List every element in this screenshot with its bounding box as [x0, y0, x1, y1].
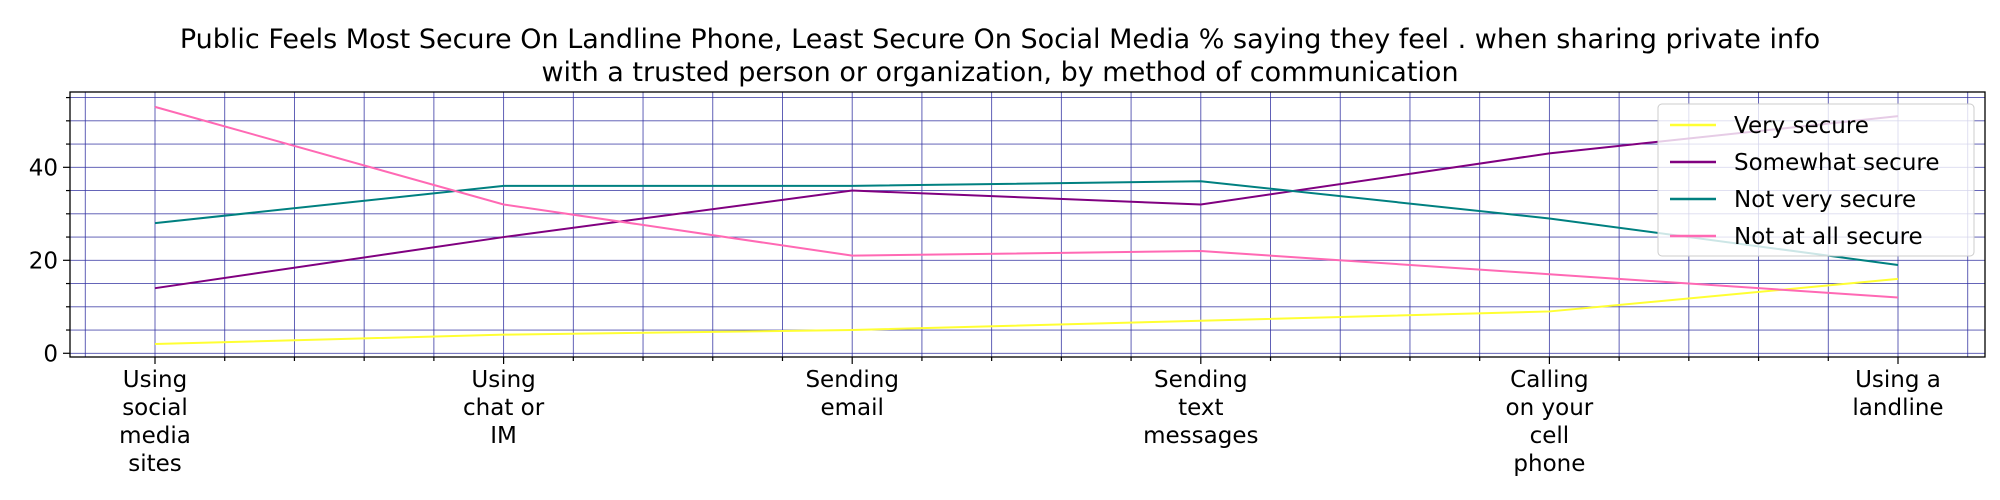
legend-label: Not very secure	[1734, 187, 1916, 213]
plot-frame	[69, 91, 1986, 358]
legend-label: Not at all secure	[1734, 224, 1923, 250]
series-line-2	[154, 180, 1899, 266]
chart-title-line-1: Public Feels Most Secure On Landline Pho…	[179, 24, 1821, 55]
x-tick-label: Sending email	[805, 367, 899, 421]
series-line-3	[154, 105, 1899, 299]
series-line-0	[154, 277, 1899, 345]
series-line-1	[154, 115, 1899, 290]
legend-label: Very secure	[1734, 113, 1869, 139]
legend-box	[1657, 103, 1975, 257]
legend-label: Somewhat secure	[1734, 150, 1940, 176]
x-tick-label: Using social media sites	[119, 367, 191, 477]
x-tick-label: Calling on your cell phone	[1506, 367, 1594, 477]
x-tick-label: Using a landline	[1852, 367, 1943, 421]
legend: Very secure Somewhat secure Not very secur…	[1657, 103, 1975, 257]
x-tick-label: Sending text messages	[1143, 367, 1258, 449]
axis-ticks: 0 20 40 Using social media sites Using chat or IM…	[29, 96, 1944, 477]
y-tick-label: 20	[29, 248, 58, 274]
chart-title-line-2: with a trusted person or organization, b…	[541, 57, 1459, 88]
y-tick-label: 0	[43, 341, 58, 367]
series-lines	[154, 105, 1899, 345]
x-tick-label: Using chat or IM	[463, 367, 545, 449]
y-tick-label: 40	[29, 155, 58, 181]
